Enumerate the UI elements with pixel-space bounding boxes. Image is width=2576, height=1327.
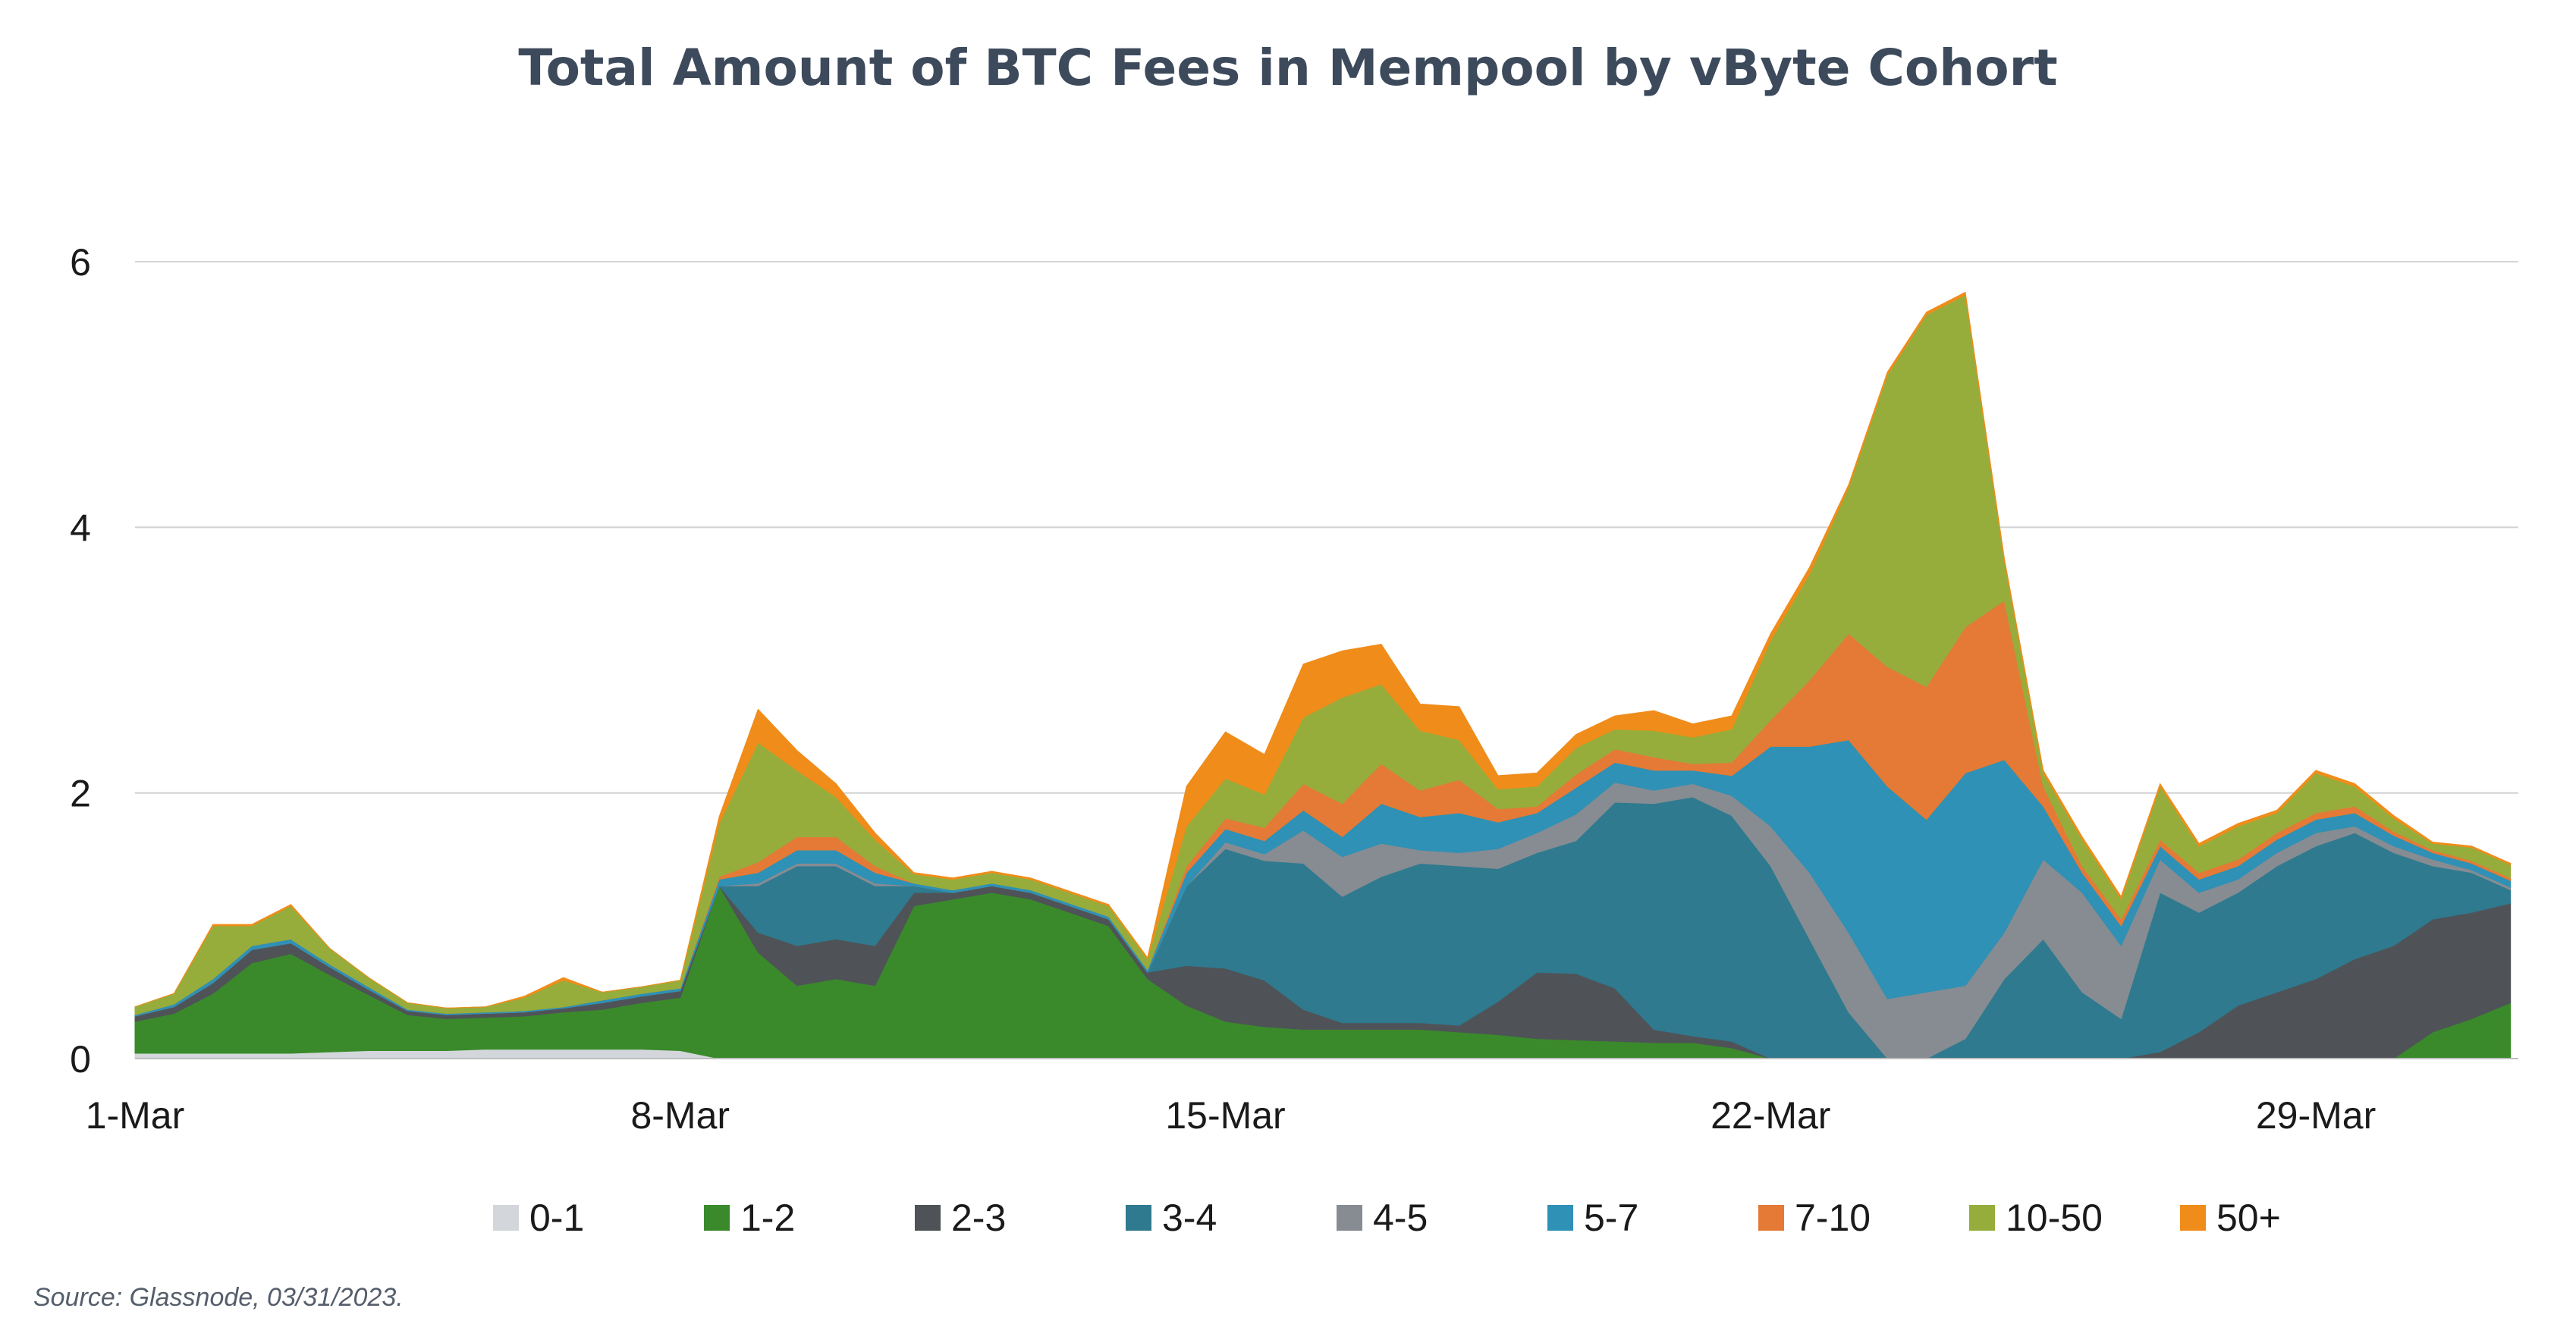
legend-label-1-2: 1-2	[740, 1197, 795, 1239]
legend-label-4-5: 4-5	[1373, 1197, 1428, 1239]
legend-label-2-3: 2-3	[951, 1197, 1006, 1239]
legend-swatch-50+	[2180, 1205, 2206, 1231]
y-tick-label: 4	[70, 507, 91, 549]
legend-swatch-1-2	[704, 1205, 730, 1231]
legend-swatch-10-50	[1969, 1205, 1995, 1231]
y-tick-label: 2	[70, 773, 91, 815]
x-tick-label: 15-Mar	[1165, 1094, 1285, 1137]
chart-title: Total Amount of BTC Fees in Mempool by v…	[518, 39, 2057, 97]
legend-swatch-0-1	[493, 1205, 519, 1231]
x-tick-label: 22-Mar	[1711, 1094, 1830, 1137]
axes: 0 2 4 6 1-Mar 8-Mar 15-Mar 22-Mar 29-Mar	[70, 241, 2518, 1137]
stacked-areas	[134, 291, 2512, 1059]
x-tick-label: 29-Mar	[2256, 1094, 2376, 1137]
legend-swatch-4-5	[1337, 1205, 1362, 1231]
legend-label-3-4: 3-4	[1162, 1197, 1217, 1239]
legend: 0-1 1-2 2-3 3-4 4-5 5-7 7-10 10-50 50+	[493, 1197, 2281, 1239]
legend-swatch-2-3	[915, 1205, 941, 1231]
x-tick-label: 8-Mar	[630, 1094, 730, 1137]
x-tick-label: 1-Mar	[86, 1094, 185, 1137]
legend-label-0-1: 0-1	[529, 1197, 584, 1239]
legend-label-7-10: 7-10	[1795, 1197, 1871, 1239]
legend-label-5-7: 5-7	[1584, 1197, 1638, 1239]
y-tick-label: 6	[70, 241, 91, 284]
y-tick-label: 0	[70, 1038, 91, 1081]
legend-swatch-5-7	[1547, 1205, 1573, 1231]
legend-swatch-7-10	[1758, 1205, 1784, 1231]
legend-swatch-3-4	[1126, 1205, 1151, 1231]
area-series-50+	[134, 291, 2512, 1009]
legend-label-10-50: 10-50	[2006, 1197, 2103, 1239]
source-note: Source: Glassnode, 03/31/2023.	[33, 1283, 404, 1312]
legend-label-50+: 50+	[2216, 1197, 2281, 1239]
